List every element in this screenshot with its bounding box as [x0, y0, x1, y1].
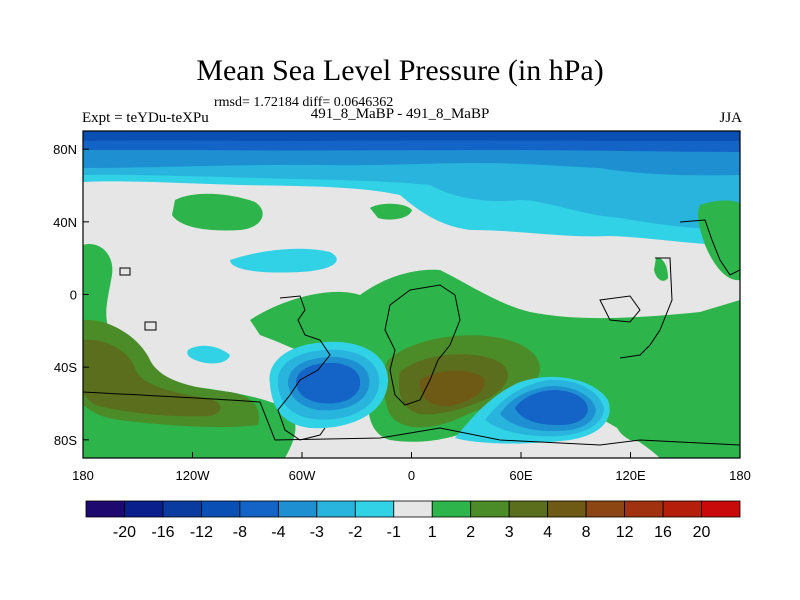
africa-coast [384, 284, 461, 406]
colorbar-swatch [162, 500, 202, 518]
south-america-coast [277, 295, 331, 441]
colorbar-label: 1 [428, 524, 437, 541]
x-tick-label: 60E [509, 468, 532, 483]
colorbar-label: 3 [505, 524, 514, 541]
indian-ocean-low-neg4 [515, 390, 588, 426]
east-pos2-patch [654, 257, 668, 281]
y-tick-label: 80N [53, 142, 77, 157]
y-tick-label: 40S [54, 360, 77, 375]
colorbar-swatch [316, 500, 356, 518]
colorbar-swatch [701, 500, 741, 518]
east-island [599, 295, 641, 323]
x-tick-label: 120W [176, 468, 211, 483]
x-tick-label: 120E [615, 468, 646, 483]
x-tick-label: 180 [729, 468, 751, 483]
colorbar-label: 8 [582, 524, 591, 541]
colorbar-label: -3 [310, 524, 324, 541]
x-tick-label: 0 [408, 468, 415, 483]
colorbar-label: -16 [151, 524, 174, 541]
colorbar-label: -4 [271, 524, 285, 541]
colorbar: -20 -16 -12 -8 -4 -3 -2 -1 1 2 3 4 8 12 16 20 [85, 500, 741, 541]
colorbar-swatch [624, 500, 664, 518]
west-pacific-islands [119, 267, 157, 331]
east-coast [679, 219, 740, 276]
colorbar-label: -2 [348, 524, 362, 541]
colorbar-label: 2 [466, 524, 475, 541]
colorbar-label: -12 [190, 524, 213, 541]
antarctica-coast [83, 391, 740, 446]
colorbar-swatch [393, 500, 433, 518]
colorbar-swatch [585, 500, 625, 518]
mid-atlantic-neg1-patch [230, 248, 337, 273]
y-tick-label: 0 [70, 288, 77, 303]
period-label: 491_8_MaBP - 491_8_MaBP [310, 106, 490, 122]
y-axis: 80N 40N 0 40S 80S [53, 142, 89, 448]
y-tick-label: 40N [53, 215, 77, 230]
y-tick-label: 80S [54, 433, 77, 448]
east-pos2-lower-patch [615, 404, 670, 442]
experiment-label: Expt = teYDu-teXPu [82, 110, 209, 126]
x-axis: 180 120W 60W 0 60E 120E 180 [72, 452, 751, 483]
rmsd-diff-stats: rmsd= 1.72184 diff= 0.0646362 [214, 95, 394, 110]
colorbar-swatch [277, 500, 318, 518]
north-pacific-pos2-blob [172, 193, 263, 231]
colorbar-swatch [662, 500, 702, 518]
colorbar-label: -8 [233, 524, 247, 541]
maritime-continent [619, 257, 673, 359]
south-atlantic-pos8-core [419, 370, 485, 407]
colorbar-label: 20 [693, 524, 711, 541]
south-pacific-low-neg4 [296, 362, 361, 404]
central-pos2-patch [370, 313, 450, 335]
colorbar-swatch [201, 500, 241, 518]
colorbar-label: 12 [616, 524, 634, 541]
colorbar-swatch [431, 500, 472, 518]
chart-title: Mean Sea Level Pressure (in hPa) [196, 54, 604, 87]
colorbar-label: 16 [654, 524, 672, 541]
arctic-deep-band [83, 131, 740, 141]
colorbar-swatch [239, 500, 279, 518]
colorbar-swatch [354, 500, 395, 518]
x-tick-label: 180 [72, 468, 94, 483]
colorbar-label: 4 [543, 524, 552, 541]
colorbar-swatch [470, 500, 510, 518]
colorbar-swatch [124, 500, 164, 518]
coastlines [83, 219, 740, 446]
x-tick-label: 60W [289, 468, 316, 483]
colorbar-swatch [508, 500, 549, 518]
colorbar-swatch [547, 500, 587, 518]
map-field [83, 131, 740, 458]
east-pacific-pos2-region [697, 200, 740, 281]
pacific-neg1-patch [187, 345, 230, 364]
colorbar-label: -20 [113, 524, 136, 541]
colorbar-swatch [85, 500, 125, 518]
colorbar-label: -1 [387, 524, 401, 541]
north-atlantic-pos2-blob [370, 203, 412, 220]
season-label: JJA [719, 110, 742, 126]
